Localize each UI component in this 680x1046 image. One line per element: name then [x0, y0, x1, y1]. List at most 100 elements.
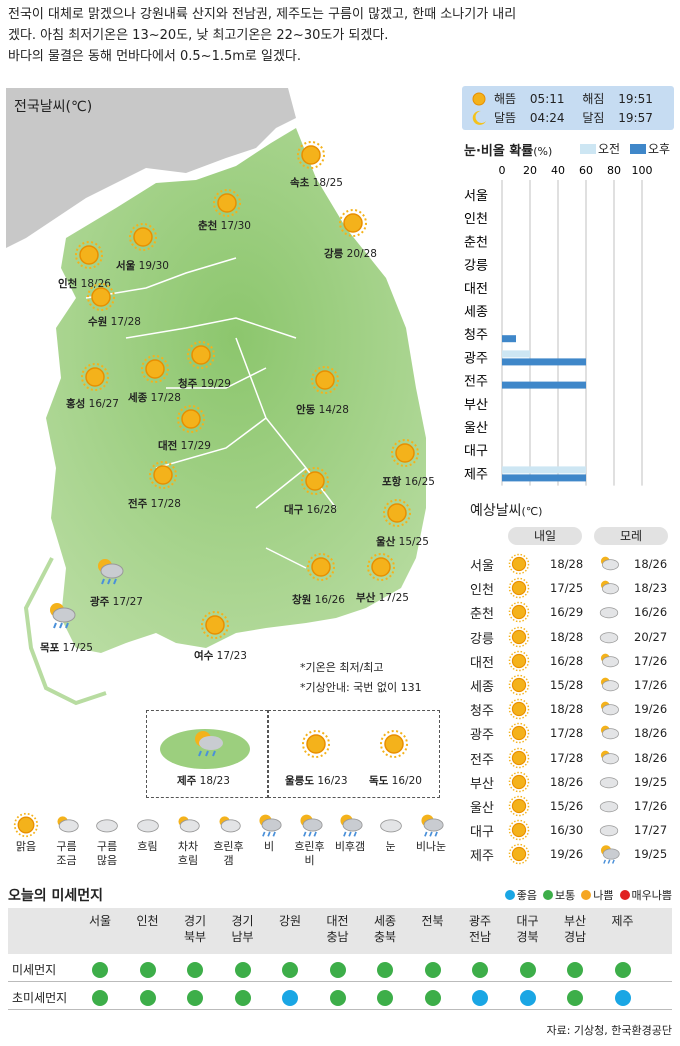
city-label: 수원 17/28 [88, 314, 141, 329]
forecast-temp-day2: 17/26 [634, 678, 668, 692]
inset-dokdo-label: 독도 16/20 [369, 775, 422, 787]
x-tick-label: 0 [499, 164, 506, 177]
province-borders [85, 257, 337, 569]
sun-icon [508, 771, 530, 793]
forecast-row: 인천 17/25 18/23 [470, 577, 674, 601]
forecast-temp-day1: 18/28 [550, 557, 584, 571]
city-name: 서울 [116, 260, 136, 272]
rain-city-label: 울산 [464, 421, 488, 436]
rain-city-label: 부산 [464, 398, 488, 413]
forecast-city: 울산 [470, 801, 494, 816]
city-label: 춘천 17/30 [198, 218, 251, 233]
legend-am-label: 오전 [598, 142, 621, 156]
forecast-row: 대전 16/28 17/26 [470, 650, 674, 674]
sun-icon [508, 553, 530, 575]
rain-cloud-icon [299, 814, 323, 837]
city-label: 포항 16/25 [382, 474, 435, 489]
forecast-city: 서울 [470, 559, 494, 574]
inset-jeju-label: 제주 18/23 [177, 775, 230, 787]
sunrise-label: 해뜸 [494, 92, 517, 106]
forecast-row: 강릉 18/28 20/27 [470, 626, 674, 650]
dust-level-dot [377, 990, 393, 1006]
forecast-row: 제주 19/26 19/25 [470, 844, 674, 867]
city-temp: 17/27 [109, 596, 143, 608]
legend-am-swatch [580, 144, 596, 154]
city-temp: 19/30 [135, 260, 169, 272]
sun-icon [87, 283, 115, 311]
partly-cloudy-icon [218, 816, 241, 833]
north-korea-area [6, 88, 296, 248]
sun-icon [75, 241, 103, 269]
icon-legend-label: 흐림 [137, 840, 158, 853]
bar-pm [502, 335, 516, 343]
partly-cloudy-icon [178, 816, 200, 833]
city-name: 수원 [88, 316, 108, 328]
moonrise-label: 달뜸 [494, 111, 517, 125]
dust-row: 미세먼지 [8, 958, 672, 982]
city-label: 대전 17/29 [158, 438, 211, 453]
city-label: 서울 19/30 [116, 258, 169, 273]
dust-level-dot [424, 962, 441, 978]
bar-am [502, 466, 586, 474]
sunset-time: 19:51 [618, 92, 653, 106]
city-label: 세종 17/28 [128, 390, 181, 405]
sun-icon [367, 553, 395, 581]
inset-ulleung-label: 울릉도 16/23 [285, 775, 348, 787]
city-name: 세종 [128, 392, 148, 404]
moonset-label: 달짐 [582, 111, 605, 125]
headline-line-3: 바다의 물결은 동해 먼바다에서 0.5~1.5m로 일겠다. [8, 49, 302, 64]
cloudy-icon [599, 631, 619, 643]
sun-moon-box: 해뜸 05:11 해짐 19:51 달뜸 04:24 달짐 19:57 [462, 86, 674, 130]
dust-level-dot [519, 990, 536, 1006]
partly-cloudy-icon [600, 701, 619, 716]
cloudy-icon [599, 607, 619, 619]
city-label: 전주 17/28 [128, 496, 181, 511]
cloudy-icon [599, 801, 619, 813]
sun-icon [383, 499, 411, 527]
city-label: 청주 19/29 [178, 376, 231, 391]
forecast-city: 제주 [470, 849, 494, 865]
x-tick-label: 20 [523, 164, 537, 177]
sun-icon [213, 189, 241, 217]
dust-level-dot [329, 962, 346, 978]
dust-region-header: 서울 [88, 914, 112, 928]
dust-legend: 좋음 보통 나쁨 매우나쁨 [499, 887, 672, 903]
icon-legend-label: 눈 [385, 840, 396, 853]
sun-icon [508, 674, 530, 696]
x-tick-label: 40 [551, 164, 565, 177]
city-temp: 16/25 [401, 476, 435, 488]
dust-level-dot [92, 990, 108, 1006]
forecast-temp-day1: 15/26 [550, 799, 584, 813]
forecast-temp-day1: 18/28 [550, 629, 584, 644]
city-name: 포항 [382, 476, 402, 488]
sun-icon [201, 611, 229, 639]
forecast-temp-day2: 17/27 [634, 823, 668, 838]
sun-row: 해뜸 05:11 해짐 19:51 [494, 90, 653, 107]
x-tick-label: 80 [607, 164, 621, 177]
sun-icon [187, 341, 215, 369]
forecast-row: 광주 17/28 18/26 [470, 723, 674, 746]
forecast-city: 인천 [470, 583, 494, 599]
dust-row-label: 미세먼지 [12, 963, 57, 977]
inset-jeju: 제주 18/23 [146, 710, 268, 798]
city-temp: 15/25 [395, 536, 429, 548]
city-name: 인천 [58, 278, 78, 290]
dust-legend-label: 보통 [555, 889, 576, 902]
forecast-day1-header: 내일 [508, 527, 582, 545]
dust-region-header: 전북 [421, 914, 444, 928]
forecast-temp-day2: 18/26 [634, 557, 668, 571]
sunset-label: 해짐 [582, 92, 605, 106]
dust-level-dot [139, 990, 156, 1006]
city-label: 울산 15/25 [376, 534, 429, 549]
sun-icon [141, 355, 169, 383]
dust-region-header: 제주 [611, 914, 634, 928]
forecast-temp-day1: 17/28 [550, 750, 584, 765]
city-name: 홍성 [66, 398, 86, 410]
dust-level-dot [567, 962, 583, 978]
forecast-temp-day2: 18/26 [634, 750, 668, 765]
forecast-city: 대전 [470, 655, 494, 671]
icon-legend-label: 구름 많음 [96, 840, 118, 867]
dust-level-dot [424, 990, 441, 1006]
dust-level-dot [567, 990, 583, 1006]
headline-line-1: 전국이 대체로 맑겠으나 강원내륙 산지와 전남권, 제주도는 구름이 많겠고,… [8, 7, 517, 22]
